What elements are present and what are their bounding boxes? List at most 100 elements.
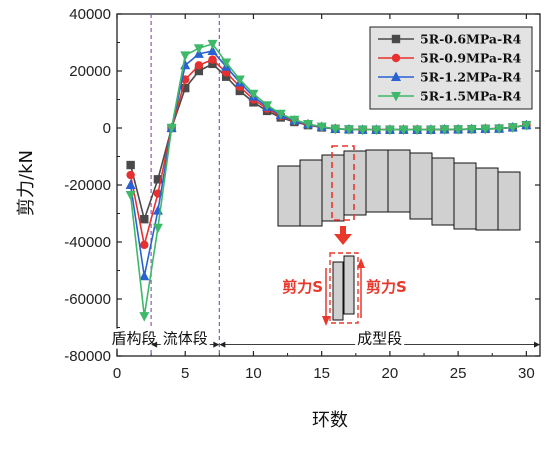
data-point-circle (391, 53, 401, 63)
x-tick-label: 5 (181, 365, 189, 382)
shear-label-left: 剪力S (282, 278, 323, 296)
data-point-circle (126, 170, 135, 180)
data-point-square (153, 175, 163, 184)
data-point-triangle-down (152, 223, 163, 234)
stage-arrowhead-left (219, 341, 226, 348)
segment-inset-diagram: 剪力S 剪力S (277, 145, 521, 326)
y-tick-label: -60000 (64, 291, 111, 308)
data-point-triangle-down (248, 89, 259, 100)
data-point-square (181, 83, 190, 93)
arch-segment (409, 152, 433, 220)
data-point-triangle-down (412, 125, 423, 136)
arch-segment (431, 157, 455, 226)
data-point-triangle-down (275, 109, 286, 120)
y-tick-label: -20000 (64, 177, 111, 194)
data-point-triangle-down (371, 125, 382, 136)
data-point-circle (194, 61, 204, 70)
data-point-triangle-down (357, 125, 368, 136)
shear-label-right: 剪力S (366, 278, 407, 296)
data-point-triangle-down (480, 124, 491, 135)
x-tick-label: 0 (113, 365, 121, 382)
data-point-triangle-down (391, 92, 401, 102)
legend-label: 5R-0.9MPa-R4 (420, 51, 522, 66)
data-point-triangle-down (398, 125, 409, 136)
y-tick-label: 20000 (69, 63, 111, 80)
stage-label-bg (160, 328, 210, 349)
arch-segment (453, 162, 477, 230)
stage-label: 流体段 (163, 330, 208, 348)
arch-segment (343, 150, 367, 216)
legend-label: 5R-1.5MPa-R4 (420, 89, 522, 104)
data-point-triangle (207, 45, 218, 56)
data-point-triangle-down (330, 124, 341, 135)
data-point-triangle-down (507, 123, 518, 133)
data-point-triangle (125, 179, 136, 189)
arch-segment (497, 171, 521, 231)
y-tick-label: 40000 (69, 6, 111, 23)
stage-label-bg (109, 328, 159, 349)
data-point-triangle-down (289, 115, 300, 126)
data-point-triangle-down (425, 125, 436, 136)
y-tick-label: -80000 (64, 348, 111, 365)
data-point-triangle-down (316, 122, 327, 133)
data-point-triangle-down (234, 75, 245, 86)
stage-label: 盾构段 (112, 330, 157, 348)
data-point-square (126, 160, 135, 170)
data-point-triangle-down (343, 125, 354, 135)
data-point-triangle-down (453, 125, 464, 135)
stage-arrowhead-right (213, 341, 220, 348)
arch-segment (299, 159, 323, 227)
data-point-triangle-down (439, 125, 450, 135)
legend-label: 5R-1.2MPa-R4 (420, 70, 522, 85)
data-point-triangle-down (303, 120, 314, 130)
stage-arrowhead-left (151, 341, 158, 348)
data-point-triangle (180, 59, 191, 70)
stage-label-bg (355, 328, 405, 349)
data-point-square (194, 66, 204, 76)
data-point-square (235, 86, 245, 96)
arch-segment (277, 165, 301, 227)
x-tick-label: 10 (245, 365, 262, 382)
x-axis-title: 环数 (312, 410, 348, 431)
x-tick-label: 30 (518, 365, 535, 382)
data-point-triangle-down (494, 124, 505, 135)
data-point-triangle-down (221, 58, 232, 68)
data-point-triangle-down (139, 312, 150, 322)
data-point-square (391, 34, 401, 44)
y-axis-title: 剪力/kN (16, 150, 37, 216)
data-point-circle (140, 240, 149, 250)
extracted-highlight-box (329, 252, 359, 324)
axes: 0 5 10 15 20 25 30 -80000 -60000 -40000 -20000 0 200… (64, 6, 541, 382)
data-point-triangle-down (384, 125, 395, 136)
data-series (125, 39, 532, 322)
data-point-triangle (391, 71, 401, 81)
arch-segment (387, 149, 411, 213)
arch-segment (475, 167, 499, 231)
legend: 5R-0.6MPa-R4 5R-0.9MPa-R4 5R-1.2MPa-R4 5R-1… (369, 26, 533, 110)
arch-segment (365, 149, 389, 213)
arch-segment (321, 154, 345, 222)
shear-arrowhead-left (322, 316, 330, 326)
data-point-square (140, 215, 149, 224)
y-tick-label: -40000 (64, 234, 111, 251)
x-tick-label: 15 (313, 365, 330, 382)
data-point-circle (208, 55, 217, 64)
legend-label: 5R-0.6MPa-R4 (420, 32, 522, 47)
stage-arrowhead-right (534, 341, 540, 348)
data-point-square (221, 72, 231, 81)
data-point-triangle-down (521, 121, 532, 131)
data-point-triangle-down (466, 125, 477, 135)
stage-annotations: 盾构段 流体段 成型段 (109, 14, 540, 356)
extracted-segment-right (343, 255, 355, 315)
data-point-triangle-down (125, 190, 136, 201)
stage-label: 成型段 (357, 330, 402, 348)
data-point-triangle-down (166, 124, 177, 134)
data-point-triangle-down (207, 39, 218, 50)
data-point-triangle-down (193, 44, 204, 54)
extracted-segment-left (332, 261, 344, 321)
data-point-triangle (139, 270, 150, 281)
data-point-triangle-down (180, 51, 191, 61)
data-point-square (208, 59, 217, 69)
highlight-box (331, 145, 355, 221)
